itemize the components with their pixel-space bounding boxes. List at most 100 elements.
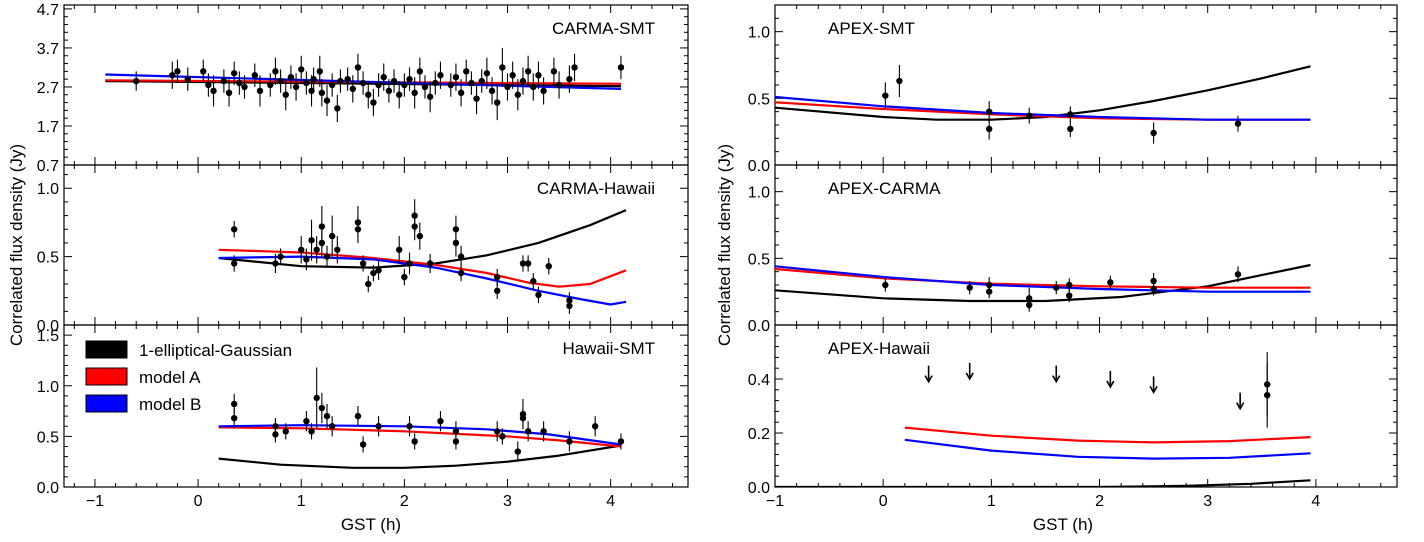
upper-limit-arrow [1149, 376, 1158, 394]
y-tick-label: 2.7 [37, 80, 59, 97]
series-line [775, 95, 1311, 121]
panel-hawaii-smt: −1 0 1 2 3 4 0.0 0.5 1.0 1.5 Hawaii-SMT [37, 324, 689, 510]
x-tick-label: 3 [1203, 493, 1212, 510]
data-point [524, 55, 532, 87]
data-point [272, 57, 279, 85]
data-point [457, 245, 465, 268]
data-point [571, 53, 578, 82]
data-point [200, 59, 207, 84]
data-point [524, 255, 532, 272]
data-point [323, 403, 331, 429]
data-point [530, 273, 537, 290]
data-point [287, 65, 295, 89]
upper-limit-arrow [1106, 371, 1115, 389]
panel-title: APEX-SMT [828, 19, 915, 38]
legend-swatch [85, 394, 128, 413]
data-point [499, 47, 506, 87]
legend-item: 1-elliptical-Gaussian [85, 340, 292, 360]
y-tick-label: 0.0 [748, 158, 770, 175]
data-point [509, 61, 516, 89]
data-point [310, 67, 317, 91]
data-point [205, 73, 212, 97]
data-point [519, 255, 527, 272]
data-point [488, 77, 496, 105]
y-tick-label: 0.5 [37, 429, 59, 446]
right-x-axis-label: GST (h) [1033, 515, 1093, 534]
upper-limit-arrow [965, 362, 974, 381]
x-tick-label: 1 [987, 493, 996, 510]
data-point [519, 67, 527, 95]
x-tick-label: 2 [1095, 493, 1104, 510]
data-point [1026, 107, 1033, 124]
data-point [225, 79, 233, 107]
data-point [463, 59, 470, 84]
data-point [421, 75, 429, 99]
series-line [218, 424, 622, 446]
data-point [1066, 289, 1073, 303]
data-point [411, 77, 418, 109]
data-point [354, 215, 362, 243]
y-tick-label: 0.5 [748, 251, 770, 268]
data-point [256, 75, 264, 107]
data-point [396, 236, 403, 264]
series-line [904, 426, 1311, 444]
x-tick-label: 2 [400, 493, 409, 510]
data-point [514, 441, 522, 462]
data-point [896, 65, 903, 97]
data-point [401, 268, 408, 286]
data-point [292, 73, 300, 101]
right-y-axis-label: Correlated flux density (Jy) [715, 144, 734, 346]
panel-carma-hawaii: 0.0 0.5 1.0 CARMA-Hawaii [37, 164, 689, 335]
data-point [882, 82, 889, 109]
y-tick-label: 1.0 [37, 181, 59, 198]
panel-title: APEX-Hawaii [828, 339, 930, 358]
data-point [174, 59, 181, 84]
data-point [617, 55, 625, 80]
data-point [406, 252, 413, 275]
panel-title: Hawaii-SMT [562, 339, 655, 358]
legend-label: model B [139, 395, 201, 414]
data-point [540, 77, 547, 105]
data-point [328, 215, 336, 257]
x-tick-label: 0 [879, 493, 888, 510]
data-point [272, 253, 279, 274]
data-point [1067, 121, 1074, 137]
data-point [1026, 298, 1033, 312]
data-point [303, 411, 310, 432]
data-point [282, 423, 289, 440]
x-tick-label: −1 [86, 493, 104, 510]
data-point [401, 73, 408, 97]
data-point [169, 61, 176, 89]
data-point [555, 71, 563, 99]
data-point [1053, 281, 1060, 295]
panel-apex-carma: 0.0 0.5 1.0 APEX-CARMA [748, 164, 1398, 335]
data-point [230, 255, 238, 272]
x-tick-label: −1 [766, 493, 784, 510]
data-point [406, 416, 413, 437]
legend-item: model B [85, 394, 201, 414]
data-point [277, 69, 284, 93]
data-point [298, 55, 305, 84]
y-tick-label: 1.7 [37, 119, 59, 136]
data-point [985, 285, 993, 299]
data-point [447, 73, 454, 97]
data-point [591, 416, 599, 437]
data-point [1107, 275, 1114, 289]
data-point [370, 88, 377, 117]
data-point [318, 79, 326, 107]
data-point [452, 433, 460, 450]
data-point [272, 426, 279, 443]
data-point [184, 67, 191, 91]
data-point [359, 71, 367, 95]
data-point [566, 65, 573, 93]
data-point [411, 433, 418, 450]
series-line [904, 438, 1311, 460]
data-point [334, 236, 341, 264]
data-point [365, 275, 372, 293]
panel-apex-smt: 0.0 0.5 1.0 APEX-SMT [748, 4, 1398, 175]
y-tick-label: 0.4 [748, 372, 770, 389]
y-tick-label: 3.7 [37, 41, 59, 58]
y-tick-label: 0.0 [748, 318, 770, 335]
data-point [316, 55, 323, 87]
data-point [411, 212, 418, 241]
